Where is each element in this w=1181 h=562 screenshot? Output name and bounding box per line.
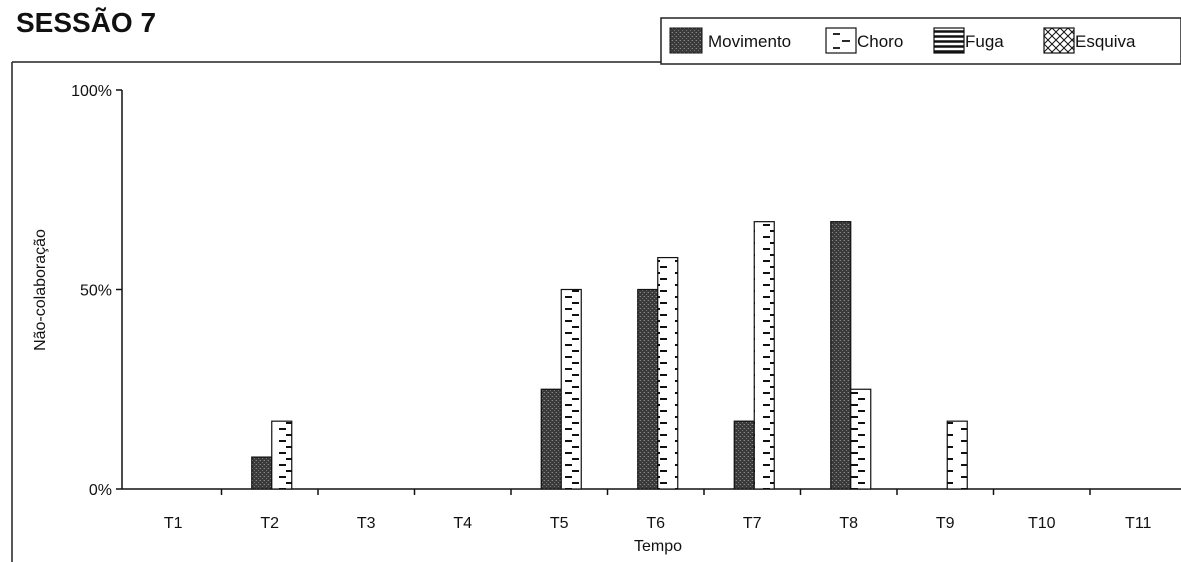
bar-choro-t9 bbox=[946, 420, 968, 490]
x-tick-label-t10: T10 bbox=[1028, 515, 1056, 532]
x-tick-label-t5: T5 bbox=[550, 515, 569, 532]
y-tick-label: 100% bbox=[71, 83, 112, 100]
legend-swatch-esquiva bbox=[1043, 27, 1075, 54]
legend-swatch-choro bbox=[825, 27, 857, 54]
bar-movimento-t6 bbox=[637, 288, 659, 490]
legend-swatch-fuga bbox=[933, 27, 965, 54]
legend-item-fuga: Fuga bbox=[933, 27, 1004, 54]
legend-label-esquiva: Esquiva bbox=[1075, 32, 1136, 51]
bar-movimento-t5 bbox=[540, 388, 562, 490]
legend-item-movimento: Movimento bbox=[669, 27, 791, 54]
legend-item-esquiva: Esquiva bbox=[1043, 27, 1136, 54]
bar-choro-t2 bbox=[271, 420, 293, 490]
y-tick-label: 50% bbox=[80, 283, 112, 300]
x-tick-label-t6: T6 bbox=[646, 515, 665, 532]
legend-swatch-movimento bbox=[669, 27, 703, 54]
legend-label-fuga: Fuga bbox=[965, 32, 1004, 51]
y-axis-title: Não-colaboração bbox=[32, 229, 49, 351]
chart-title: SESSÃO 7 bbox=[16, 7, 156, 38]
x-tick-label-t3: T3 bbox=[357, 515, 376, 532]
bar-choro-t6 bbox=[657, 256, 679, 490]
bar-choro-t7 bbox=[753, 221, 775, 490]
x-tick-label-t7: T7 bbox=[743, 515, 762, 532]
x-tick-label-t4: T4 bbox=[453, 515, 472, 532]
x-ticks: T1 T2 T3 T4 T5 T6 T7 T8 T9 T10 T11 bbox=[164, 489, 1152, 532]
x-axis-title: Tempo bbox=[634, 538, 682, 555]
legend: Movimento Choro Fuga Esquiva bbox=[660, 17, 1181, 65]
bar-movimento-t2 bbox=[251, 456, 273, 490]
legend-label-movimento: Movimento bbox=[708, 32, 791, 51]
x-tick-label-t1: T1 bbox=[164, 515, 183, 532]
bar-choro-t8 bbox=[850, 388, 872, 490]
bar-movimento-t8 bbox=[830, 221, 852, 490]
y-ticks: 0% 50% 100% bbox=[71, 83, 122, 499]
bar-choro-t5 bbox=[560, 288, 582, 490]
legend-item-choro: Choro bbox=[825, 27, 903, 54]
bar-movimento-t7 bbox=[733, 420, 755, 490]
x-tick-label-t8: T8 bbox=[839, 515, 858, 532]
y-tick-label: 0% bbox=[89, 482, 112, 499]
x-tick-label-t9: T9 bbox=[936, 515, 955, 532]
x-tick-label-t11: T11 bbox=[1125, 515, 1151, 532]
bars bbox=[251, 221, 968, 490]
legend-label-choro: Choro bbox=[857, 32, 903, 51]
x-tick-label-t2: T2 bbox=[260, 515, 279, 532]
legend-box bbox=[660, 17, 1181, 65]
